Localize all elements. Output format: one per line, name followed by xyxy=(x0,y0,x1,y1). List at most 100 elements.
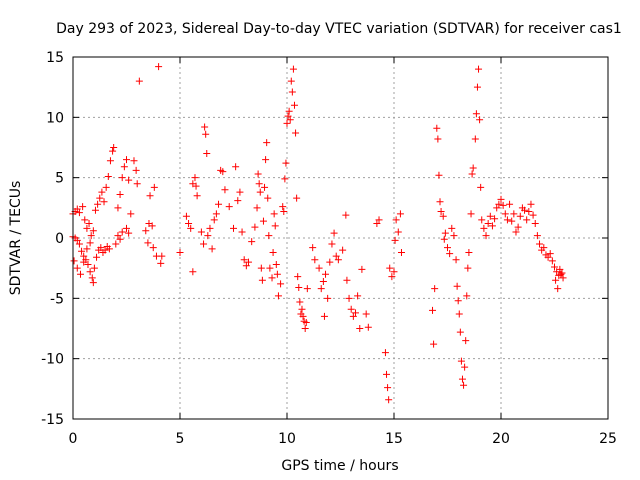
data-point xyxy=(109,147,117,155)
data-point xyxy=(203,150,211,158)
data-point xyxy=(525,207,533,215)
data-point xyxy=(197,228,205,236)
data-point xyxy=(482,232,490,240)
data-point xyxy=(332,252,340,260)
data-points-layer xyxy=(69,63,567,404)
data-point xyxy=(471,135,479,143)
data-point xyxy=(270,210,278,218)
data-point xyxy=(444,244,451,252)
data-point xyxy=(212,210,220,218)
data-point xyxy=(176,248,184,256)
data-point xyxy=(100,198,108,206)
data-point xyxy=(202,130,210,138)
data-point xyxy=(477,183,485,191)
data-point xyxy=(114,232,122,240)
data-point xyxy=(93,253,101,261)
data-point xyxy=(464,264,472,272)
data-point xyxy=(75,240,83,248)
chart-title: Day 293 of 2023, Sidereal Day-to-day VTE… xyxy=(56,21,622,37)
data-point xyxy=(548,257,556,265)
data-point xyxy=(251,223,259,231)
data-point xyxy=(189,268,197,276)
data-point xyxy=(311,256,319,264)
data-point xyxy=(508,217,516,225)
data-point xyxy=(200,240,208,248)
data-point xyxy=(457,357,465,365)
data-point xyxy=(101,246,109,254)
data-point xyxy=(274,292,282,300)
data-point xyxy=(89,227,97,235)
data-point xyxy=(458,375,466,383)
plot-frame xyxy=(72,56,609,420)
data-point xyxy=(79,203,87,211)
data-point xyxy=(364,323,372,331)
data-point xyxy=(384,384,392,392)
data-point xyxy=(493,204,501,212)
data-point xyxy=(463,292,471,300)
data-point xyxy=(289,65,297,73)
data-point xyxy=(454,297,462,305)
data-point xyxy=(441,229,449,237)
data-point xyxy=(263,139,271,147)
data-point xyxy=(279,203,287,211)
data-point xyxy=(523,216,531,224)
data-point xyxy=(292,129,300,137)
data-point xyxy=(295,283,303,291)
data-point xyxy=(527,200,535,208)
data-point xyxy=(192,182,200,190)
data-point xyxy=(309,244,317,252)
data-point xyxy=(486,212,494,220)
data-point xyxy=(349,312,357,320)
data-point xyxy=(503,216,511,224)
data-point xyxy=(476,116,484,124)
data-point xyxy=(268,274,276,282)
data-point xyxy=(280,207,288,215)
data-point xyxy=(558,269,566,277)
data-point xyxy=(446,250,454,258)
data-point xyxy=(326,258,334,266)
data-point xyxy=(73,236,81,244)
data-point xyxy=(75,209,83,217)
data-point xyxy=(375,216,383,224)
data-point xyxy=(488,222,496,230)
data-point xyxy=(429,306,437,314)
data-point xyxy=(234,197,242,205)
data-point xyxy=(83,224,91,232)
data-point xyxy=(328,240,336,248)
data-point xyxy=(544,253,552,261)
data-point xyxy=(206,224,214,232)
data-point xyxy=(91,206,99,214)
data-point xyxy=(435,171,443,179)
data-point xyxy=(135,77,143,85)
data-point xyxy=(433,124,441,132)
data-point xyxy=(123,224,130,232)
data-point xyxy=(118,174,126,182)
data-point xyxy=(240,256,248,264)
data-point xyxy=(469,164,477,172)
data-point xyxy=(127,210,135,218)
data-point xyxy=(472,110,480,118)
data-point xyxy=(112,240,120,248)
data-point xyxy=(221,186,229,194)
data-point xyxy=(193,192,201,200)
data-point xyxy=(290,101,298,109)
data-point xyxy=(302,318,310,326)
data-point xyxy=(383,370,391,378)
x-axis-label: GPS time / hours xyxy=(281,458,398,474)
data-point xyxy=(80,258,88,266)
data-point xyxy=(253,204,261,212)
data-point xyxy=(512,228,520,236)
data-point xyxy=(110,144,118,151)
data-point xyxy=(431,285,439,293)
data-point xyxy=(261,183,269,191)
data-point xyxy=(232,163,240,171)
data-point xyxy=(450,232,458,240)
data-point xyxy=(215,200,223,208)
data-point xyxy=(144,239,152,247)
data-point xyxy=(89,279,97,287)
data-point xyxy=(254,170,262,178)
x-tick-label: 25 xyxy=(599,431,617,447)
data-point xyxy=(102,183,110,191)
data-point xyxy=(116,235,124,243)
data-point xyxy=(78,247,86,255)
